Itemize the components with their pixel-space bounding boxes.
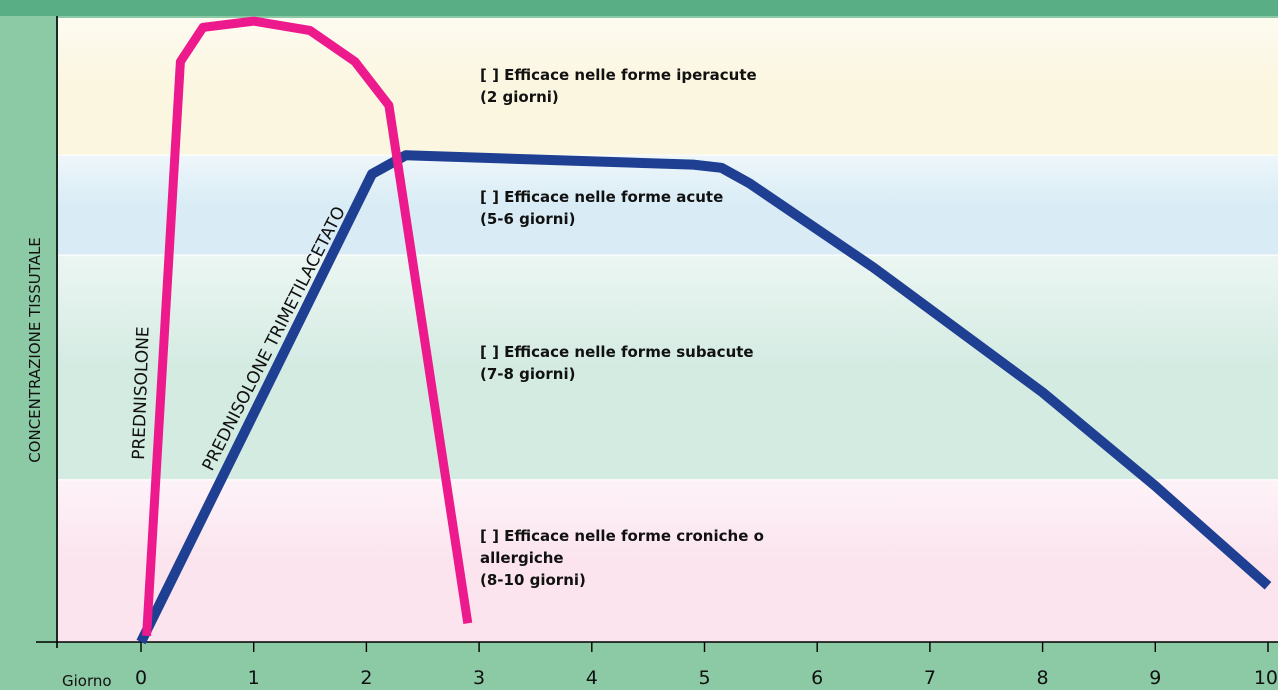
band-subacute-sheen (58, 255, 1278, 368)
prednisolone-line (142, 16, 473, 637)
top-frame (0, 0, 1278, 16)
band-label-line: [ ] Efficace nelle forme subacute (480, 343, 754, 361)
series-label-prednisolone: PREDNISOLONE (129, 326, 154, 460)
x-tick-label-7: 7 (924, 667, 936, 689)
x-axis-title: Giorno (62, 672, 112, 690)
bands-layer (58, 18, 1278, 642)
band-label-acute: [ ] Efficace nelle forme acute (5-6 giorn… (480, 188, 723, 228)
band-label-line: allergiche (480, 549, 564, 567)
series-layer (136, 16, 1272, 645)
x-tick-label-9: 9 (1149, 667, 1161, 689)
axes-layer: 0 1 2 3 4 5 6 7 8 9 10 Giorno CONCENTRAZIONE TISSUTA… (26, 16, 1278, 690)
x-tick-label-6: 6 (811, 667, 823, 689)
band-label-line: (7-8 giorni) (480, 365, 575, 383)
band-label-line: [ ] Efficace nelle forme croniche o (480, 527, 764, 545)
y-axis-title: CONCENTRAZIONE TISSUTALE (26, 237, 44, 463)
band-label-subacute: [ ] Efficace nelle forme subacute (7-8 gi… (480, 343, 754, 383)
band-label-line: (2 giorni) (480, 88, 559, 106)
x-tick-label-4: 4 (586, 667, 598, 689)
x-tick-label-1: 1 (248, 667, 260, 689)
band-iperacute-sheen (58, 18, 1278, 87)
x-tick-label-8: 8 (1037, 667, 1049, 689)
x-tick-label-5: 5 (698, 667, 710, 689)
band-label-line: [ ] Efficace nelle forme acute (480, 188, 723, 206)
band-label-line: (5-6 giorni) (480, 210, 575, 228)
band-label-iperacute: [ ] Efficace nelle forme iperacute (2 gio… (480, 66, 757, 106)
band-label-croniche: [ ] Efficace nelle forme croniche o aller… (480, 527, 764, 589)
band-croniche-sheen (58, 479, 1278, 561)
band-label-line: [ ] Efficace nelle forme iperacute (480, 66, 757, 84)
x-tick-label-0: 0 (135, 667, 147, 689)
x-tick-label-10: 10 (1254, 667, 1278, 689)
x-tick-label-2: 2 (360, 667, 372, 689)
x-tick-label-3: 3 (473, 667, 485, 689)
band-label-line: (8-10 giorni) (480, 571, 586, 589)
